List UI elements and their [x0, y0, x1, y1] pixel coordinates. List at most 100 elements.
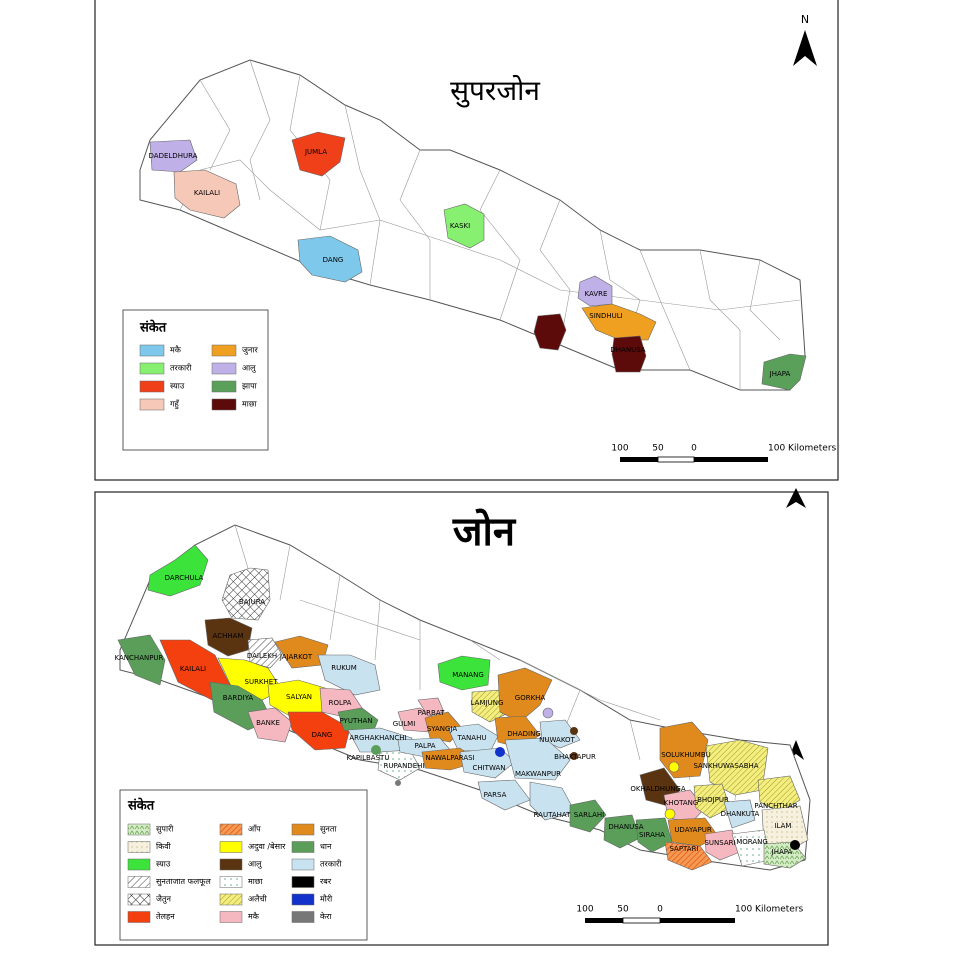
district-area	[529, 781, 576, 821]
legend-swatch	[291, 858, 315, 871]
legend-label: जैतुन	[156, 894, 171, 905]
district-label: KAPILBASTU	[347, 754, 390, 762]
point-symbol	[495, 747, 505, 757]
legend-label: किवी	[156, 841, 172, 851]
legend-label: जुनार	[242, 346, 258, 356]
scale-segment	[694, 457, 768, 462]
district-label: DAILEKH	[247, 652, 277, 660]
district-area	[757, 775, 801, 813]
district-label: JUMLA	[304, 148, 327, 156]
point-symbol	[570, 752, 578, 760]
legend-swatch	[211, 362, 237, 375]
district-label: PYUTHAN	[339, 717, 372, 725]
district-area	[337, 707, 379, 736]
district-area	[533, 313, 567, 351]
legend-label: रबर	[320, 877, 332, 886]
legend-swatch	[127, 858, 151, 871]
district-label: BANKE	[256, 719, 280, 727]
district-area	[149, 139, 198, 173]
district-label: LAMJUNG	[471, 699, 504, 707]
district-label: CHITWAN	[472, 764, 505, 772]
district-label: PARSA	[484, 791, 507, 799]
scale-segment	[585, 918, 623, 923]
point-symbol	[395, 780, 401, 786]
legend-swatch	[219, 841, 243, 853]
top-panel: DADELDHURA JUMLA KAILALI KASKI DANG KAVR…	[94, 0, 839, 481]
district-label: NUWAKOT	[539, 736, 575, 744]
legend-swatch	[139, 362, 165, 375]
scale-label: 100 Kilometers	[735, 905, 804, 915]
district-area	[603, 814, 641, 849]
scale-segment	[620, 457, 658, 462]
legend-swatch	[127, 893, 151, 906]
district-label: KAILALI	[180, 665, 206, 673]
north-arrow	[786, 488, 806, 508]
scale-segment	[657, 456, 695, 463]
district-area	[317, 654, 381, 696]
district-label: BHAKTAPUR	[554, 753, 596, 761]
point-symbol	[542, 707, 554, 719]
scale-label: 100 Kilometers	[768, 444, 837, 454]
legend-swatch	[291, 911, 315, 923]
district-label: KANCHANPUR	[115, 654, 164, 662]
point-symbol	[570, 727, 578, 735]
legend-swatch	[127, 841, 151, 853]
legend-label: आँप	[248, 824, 261, 834]
district-label: KAILALI	[194, 189, 220, 197]
district-area	[247, 707, 293, 743]
scale-segment	[622, 917, 661, 924]
district-label: SUNSARI	[704, 839, 735, 847]
legend: मकै तरकारी स्याउ गहुँ जुनार आलु झापा माछा	[139, 344, 258, 411]
district-area	[664, 841, 713, 871]
district-label: DANG	[312, 731, 333, 739]
district-area	[761, 353, 807, 391]
legend-swatch	[291, 893, 315, 906]
legend-swatch	[127, 911, 151, 923]
district-area	[147, 544, 209, 597]
district-label: DANG	[323, 256, 344, 264]
district-area	[291, 131, 346, 177]
legend-swatch	[127, 823, 151, 836]
district-label: MANANG	[452, 671, 484, 679]
district-area	[611, 335, 647, 373]
district-label: PALPA	[414, 742, 435, 750]
district-area	[221, 567, 271, 621]
legend-label: मकै	[170, 345, 182, 355]
legend-swatch	[219, 876, 243, 888]
district-label: SARLAHI	[574, 811, 604, 819]
legend-label: माछा	[248, 877, 263, 886]
legend-swatch	[139, 344, 165, 357]
scale-label: 0	[657, 905, 663, 915]
district-label: BHOJPUR	[697, 796, 729, 804]
district-label: KAVRE	[585, 290, 608, 298]
scale-bar: 100 50 0 100 Kilometers	[611, 444, 837, 463]
country-outline	[119, 524, 811, 871]
district-label: BAJURA	[239, 598, 265, 606]
point-symbol	[790, 840, 800, 850]
scale-segment	[660, 918, 735, 923]
district-label: DADELDHURA	[149, 152, 198, 160]
legend-label: सुनताजात फलफूल	[156, 877, 211, 887]
district-label: SANKHUWASABHA	[693, 762, 758, 770]
legend-label: धान	[320, 842, 332, 851]
district-area	[297, 235, 363, 283]
district-area	[437, 655, 491, 691]
legend-title: संकेत	[127, 798, 155, 814]
district-label: KASKI	[450, 222, 470, 230]
scale-label: 0	[691, 444, 697, 454]
point-symbol	[371, 745, 381, 755]
district-area	[447, 723, 499, 753]
legend-title: संकेत	[139, 320, 167, 336]
district-label: BARDIYA	[223, 694, 254, 702]
district-label: RUPANDEHI	[384, 762, 425, 770]
district-label: MAKWANPUR	[515, 770, 561, 778]
district-label: JAJARKOT	[279, 653, 313, 661]
legend: सुपारी किवी स्याउ सुनताजात फलफूल जैतुन तेलहन आ…	[127, 823, 342, 923]
district-label: SOLUKHUMBU	[661, 751, 711, 759]
district-label: JHAPA	[769, 370, 791, 378]
district-label: PANCHTHAR	[754, 802, 797, 810]
district-label: SAPTARI	[669, 845, 698, 853]
district-label: DARCHULA	[165, 574, 204, 582]
district-label: KHOTANG	[664, 799, 699, 807]
